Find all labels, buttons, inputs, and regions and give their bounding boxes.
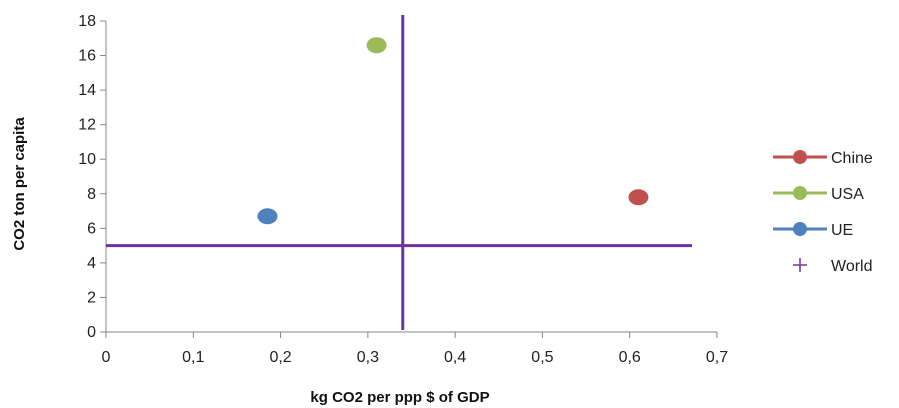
legend-item-world: World (793, 258, 873, 275)
y-tick-label: 18 (78, 13, 96, 30)
y-tick-label: 2 (87, 289, 96, 306)
x-axis-title: kg CO2 per ppp $ of GDP (310, 389, 489, 406)
y-tick-label: 4 (87, 255, 96, 272)
legend-item-ue: UE (773, 222, 853, 239)
legend-marker (793, 150, 807, 164)
x-tick-label: 0,7 (706, 349, 728, 366)
x-tick-label: 0,3 (357, 349, 379, 366)
x-tick-label: 0,6 (619, 349, 641, 366)
legend-label: USA (831, 186, 864, 203)
legend-marker (793, 186, 807, 200)
y-tick-label: 16 (78, 48, 96, 65)
y-tick-label: 0 (87, 324, 96, 341)
x-tick-label: 0,2 (269, 349, 291, 366)
y-axis-title: CO2 ton per capita (11, 117, 28, 251)
x-tick-label: 0,4 (444, 349, 466, 366)
legend-label: UE (831, 222, 853, 239)
legend-item-usa: USA (773, 186, 864, 203)
legend: Chine USA UE World (773, 150, 873, 275)
data-point-ue (257, 208, 278, 225)
data-point-usa (366, 37, 387, 54)
legend-label: Chine (831, 150, 873, 167)
axes: 0 2 4 6 8 10 12 14 16 18 0 0,1 0,2 0,3 0,4 0,5 0,6 0,7 (78, 13, 728, 366)
x-tick-label: 0,1 (182, 349, 204, 366)
y-tick-label: 10 (78, 151, 96, 168)
y-tick-label: 8 (87, 186, 96, 203)
x-tick-label: 0 (102, 349, 111, 366)
legend-label: World (831, 258, 873, 275)
y-tick-label: 14 (78, 82, 96, 99)
legend-item-chine: Chine (773, 150, 873, 167)
x-tick-label: 0,5 (531, 349, 553, 366)
world-crosshair (106, 15, 692, 330)
data-points (257, 37, 649, 225)
y-tick-label: 12 (78, 117, 96, 134)
legend-marker (793, 222, 807, 236)
y-tick-label: 6 (87, 220, 96, 237)
data-point-chine (628, 189, 649, 206)
